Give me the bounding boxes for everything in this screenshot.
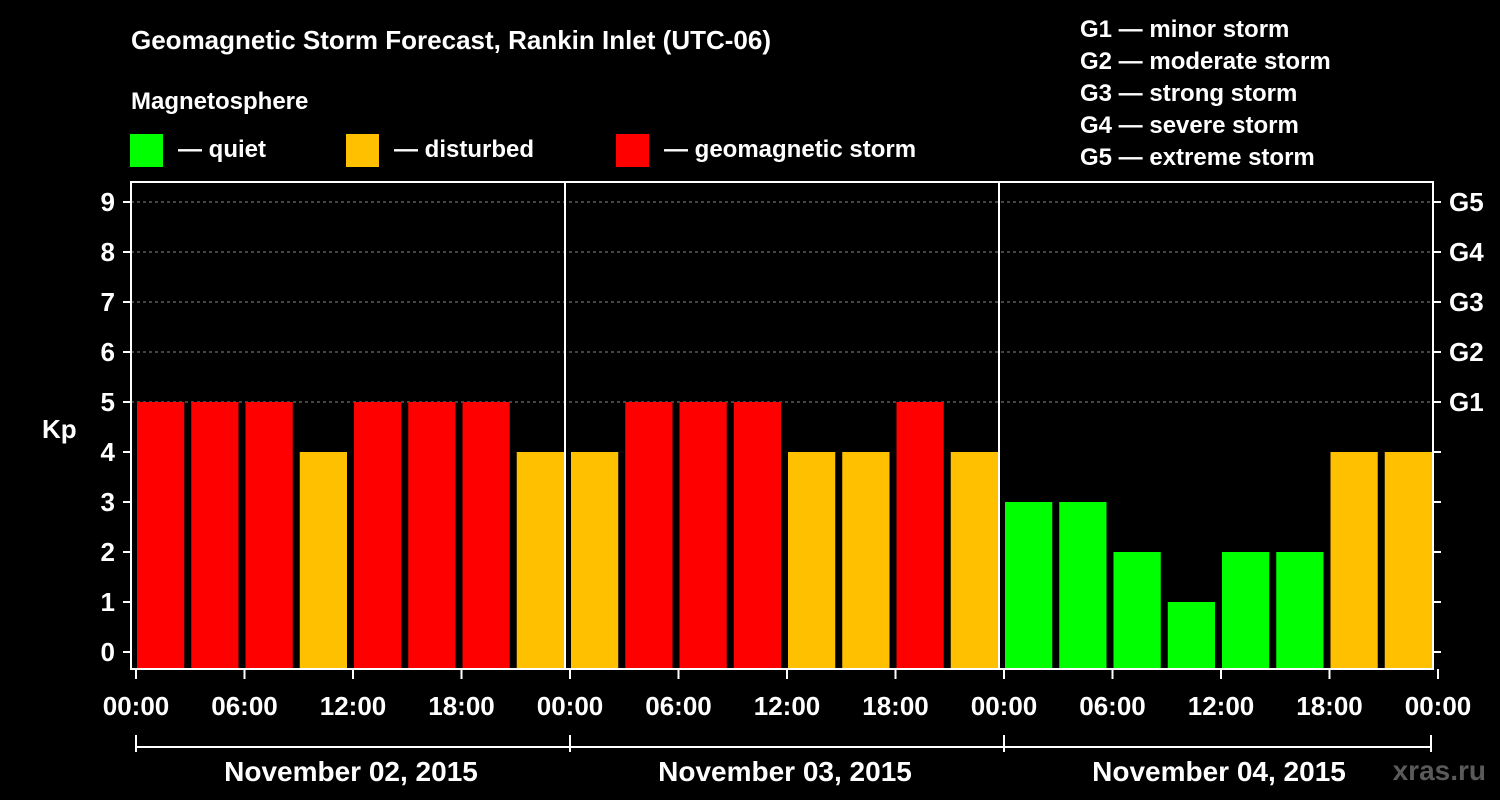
legend-title: Magnetosphere xyxy=(131,88,308,115)
plot-frame xyxy=(130,181,1434,670)
ytick-label-2: 2 xyxy=(101,537,115,567)
bar-12 xyxy=(788,452,836,669)
g-level-label-g1: G1 xyxy=(1449,387,1484,417)
scale-legend-g4: G4 — severe storm xyxy=(1080,112,1299,139)
bar-19 xyxy=(1167,602,1215,669)
xtick-label-2: 12:00 xyxy=(320,691,387,721)
scale-legend-g5: G5 — extreme storm xyxy=(1080,144,1315,171)
bar-4 xyxy=(354,402,402,669)
xtick-label-6: 12:00 xyxy=(754,691,821,721)
xtick-label-4: 00:00 xyxy=(537,691,604,721)
bar-8 xyxy=(571,452,619,669)
scale-legend-g1: G1 — minor storm xyxy=(1080,16,1289,43)
bar-2 xyxy=(245,402,293,669)
xtick-label-0: 00:00 xyxy=(103,691,170,721)
xtick-label-9: 06:00 xyxy=(1079,691,1146,721)
ytick-label-3: 3 xyxy=(101,487,115,517)
bar-16 xyxy=(1005,502,1053,669)
g-level-label-g4: G4 xyxy=(1449,237,1484,267)
bar-13 xyxy=(842,452,890,669)
xtick-label-11: 18:00 xyxy=(1296,691,1363,721)
xtick-label-12: 00:00 xyxy=(1405,691,1472,721)
bar-1 xyxy=(191,402,239,669)
bar-14 xyxy=(896,402,944,669)
bar-6 xyxy=(462,402,510,669)
bar-7 xyxy=(516,452,564,669)
bar-18 xyxy=(1113,552,1161,669)
bar-15 xyxy=(950,452,998,669)
xtick-label-3: 18:00 xyxy=(428,691,495,721)
ytick-label-6: 6 xyxy=(101,337,115,367)
xtick-label-1: 06:00 xyxy=(211,691,278,721)
legend-swatch-quiet xyxy=(130,134,163,167)
watermark: xras.ru xyxy=(1393,755,1486,786)
ytick-label-4: 4 xyxy=(101,437,116,467)
g-level-label-g5: G5 xyxy=(1449,187,1484,217)
bar-20 xyxy=(1222,552,1270,669)
bar-17 xyxy=(1059,502,1107,669)
ytick-label-7: 7 xyxy=(101,287,115,317)
ytick-label-1: 1 xyxy=(101,587,115,617)
day-label-0: November 02, 2015 xyxy=(224,756,478,787)
xtick-label-7: 18:00 xyxy=(862,691,929,721)
scale-legend-g3: G3 — strong storm xyxy=(1080,80,1297,107)
legend-label-disturbed: — disturbed xyxy=(394,136,534,163)
chart-title: Geomagnetic Storm Forecast, Rankin Inlet… xyxy=(131,25,771,55)
legend-label-storm: — geomagnetic storm xyxy=(664,136,916,163)
bar-9 xyxy=(625,402,673,669)
bar-10 xyxy=(679,402,727,669)
bar-3 xyxy=(299,452,347,669)
bar-23 xyxy=(1384,452,1432,669)
g-level-label-g2: G2 xyxy=(1449,337,1484,367)
legend-swatch-storm xyxy=(616,134,649,167)
y-axis-label: Kp xyxy=(42,414,77,444)
day-label-2: November 04, 2015 xyxy=(1092,756,1346,787)
plot-area: 0 1 2 3 4 5 6 7 8 9 G1 G2 G3 G4 G5 00:00 06:00 12:00 18:00… xyxy=(101,181,1484,787)
g-level-label-g3: G3 xyxy=(1449,287,1484,317)
ytick-label-0: 0 xyxy=(101,637,115,667)
xtick-label-8: 00:00 xyxy=(971,691,1038,721)
bar-0 xyxy=(137,402,185,669)
bar-21 xyxy=(1276,552,1324,669)
ytick-label-8: 8 xyxy=(101,237,115,267)
ytick-label-5: 5 xyxy=(101,387,115,417)
bar-22 xyxy=(1330,452,1378,669)
ytick-label-9: 9 xyxy=(101,187,115,217)
day-label-1: November 03, 2015 xyxy=(658,756,912,787)
scale-legend-g2: G2 — moderate storm xyxy=(1080,48,1331,75)
legend-label-quiet: — quiet xyxy=(178,136,266,163)
xtick-label-5: 06:00 xyxy=(645,691,712,721)
xtick-label-10: 12:00 xyxy=(1188,691,1255,721)
legend-swatch-disturbed xyxy=(346,134,379,167)
bar-11 xyxy=(733,402,781,669)
bar-5 xyxy=(408,402,456,669)
